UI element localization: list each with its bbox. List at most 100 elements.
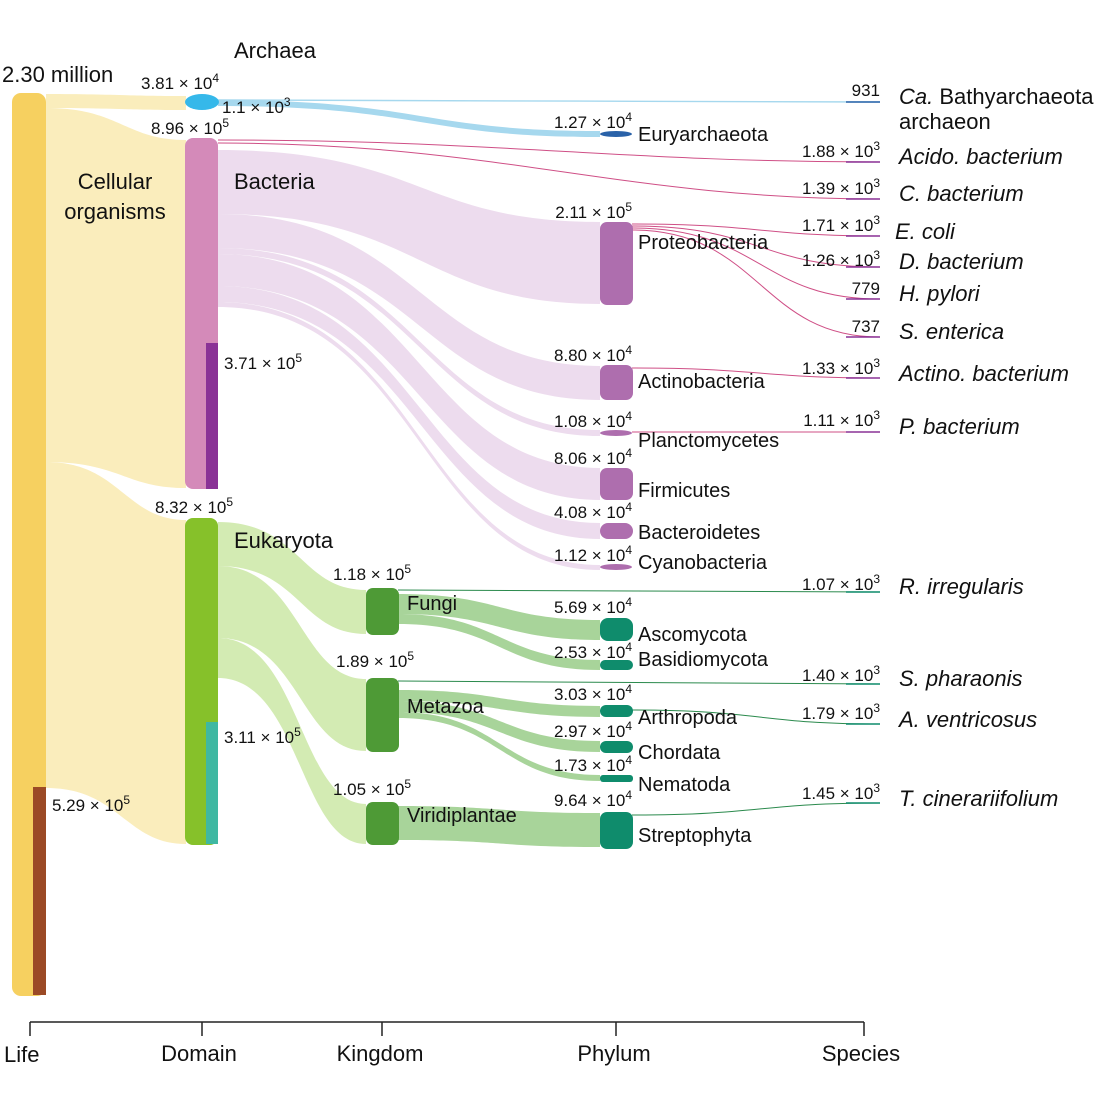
flow-eukaryota-fungi xyxy=(218,522,366,634)
senterica-label: S. enterica xyxy=(899,319,1004,344)
tcinerariifolium-value: 1.45 × 103 xyxy=(802,781,880,803)
node-eukaryota-subset xyxy=(206,722,218,844)
flow-streptophyta-tcinerariifolium xyxy=(631,802,881,816)
flow-proteobacteria-hpylori xyxy=(631,227,881,300)
flow-metazoa-chordata xyxy=(398,701,600,752)
flow-bacteria-firmicutes xyxy=(218,254,600,500)
node-bacteroidetes xyxy=(600,523,633,539)
archaea-sub-value: 1.1 × 103 xyxy=(222,95,291,117)
node-nematoda xyxy=(600,775,633,782)
flow-eukaryota-metazoa xyxy=(218,566,366,751)
bacteroidetes-label: Bacteroidetes xyxy=(638,522,760,544)
axis-label-phylum: Phylum xyxy=(577,1041,650,1066)
hpylori-label: H. pylori xyxy=(899,281,981,306)
flow-arthropoda-aventricosus xyxy=(631,709,881,725)
archaea-label: Archaea xyxy=(234,38,317,63)
streptophyta-value: 9.64 × 104 xyxy=(554,788,632,810)
bathyarchaeota-label-line2: archaeon xyxy=(899,109,991,134)
rank-axis: Life Domain Kingdom Phylum Species xyxy=(4,1021,900,1067)
chordata-value: 2.97 × 104 xyxy=(554,719,632,741)
node-arthropoda xyxy=(600,705,633,717)
bacteria-value: 8.96 × 105 xyxy=(151,116,229,138)
firmicutes-value: 8.06 × 104 xyxy=(554,446,632,468)
flow-bacteria-proteobacteria xyxy=(218,150,600,304)
flow-metazoa-nematoda xyxy=(398,712,600,781)
fungi-label: Fungi xyxy=(407,593,457,615)
bacteroidetes-value: 4.08 × 104 xyxy=(554,500,632,522)
acido-label: Acido. bacterium xyxy=(897,144,1063,169)
node-ascomycota xyxy=(600,618,633,641)
planctomycetes-value: 1.08 × 104 xyxy=(554,409,632,431)
flow-archaea-bathyarchaeota-species xyxy=(217,99,881,103)
axis-label-species: Species xyxy=(822,1041,900,1066)
ecoli-value: 1.71 × 103 xyxy=(802,213,880,235)
species-marks xyxy=(846,101,880,804)
flow-fungi-ascomycota xyxy=(398,594,600,640)
life-total-label: 2.30 million xyxy=(2,62,113,87)
senterica-value: 737 xyxy=(852,317,880,336)
flow-life-archaea xyxy=(46,94,186,110)
nodes xyxy=(12,93,633,996)
proteobacteria-label: Proteobacteria xyxy=(638,232,769,254)
flow-actinobacteria-species xyxy=(631,367,881,379)
node-viridiplantae xyxy=(366,802,399,845)
node-basidiomycota xyxy=(600,660,633,670)
ecoli-label: E. coli xyxy=(895,219,956,244)
flow-eukaryota-viridiplantae xyxy=(218,638,366,844)
eukaryota-value: 8.32 × 105 xyxy=(155,495,233,517)
flow-proteobacteria-senterica xyxy=(631,229,881,338)
labels: 2.30 million Cellular organisms 5.29 × 1… xyxy=(2,38,1094,847)
basidiomycota-value: 2.53 × 104 xyxy=(554,640,632,662)
proteobacteria-value: 2.11 × 105 xyxy=(555,200,632,222)
dbact-label: D. bacterium xyxy=(899,249,1024,274)
flow-metazoa-spharaonis xyxy=(397,680,881,685)
arthropoda-value: 3.03 × 104 xyxy=(554,682,632,704)
axis-label-life: Life xyxy=(4,1042,39,1067)
node-actinobacteria xyxy=(600,365,633,400)
node-fungi xyxy=(366,588,399,635)
life-group-label-line1: Cellular xyxy=(78,169,153,194)
flow-metazoa-arthropoda xyxy=(398,690,600,717)
axis-label-domain: Domain xyxy=(161,1041,237,1066)
ascomycota-value: 5.69 × 104 xyxy=(554,595,632,617)
actino-value: 1.33 × 103 xyxy=(802,356,880,378)
actino-label: Actino. bacterium xyxy=(897,361,1069,386)
planctomycetes-label: Planctomycetes xyxy=(638,430,779,452)
node-metazoa xyxy=(366,678,399,752)
spharaonis-label: S. pharaonis xyxy=(899,666,1023,691)
firmicutes-label: Firmicutes xyxy=(638,480,730,502)
flow-bacteria-actinobacteria xyxy=(218,214,600,400)
hpylori-value: 779 xyxy=(852,279,880,298)
metazoa-value: 1.89 × 105 xyxy=(336,649,414,671)
ascomycota-label: Ascomycota xyxy=(638,624,748,646)
euryarchaeota-label: Euryarchaeota xyxy=(638,124,769,146)
flow-life-eukaryota xyxy=(46,462,186,844)
actinobacteria-label: Actinobacteria xyxy=(638,371,766,393)
metazoa-label: Metazoa xyxy=(407,696,485,718)
aventricosus-label: A. ventricosus xyxy=(897,707,1037,732)
viridiplantae-label: Viridiplantae xyxy=(407,805,517,827)
fungi-value: 1.18 × 105 xyxy=(333,562,411,584)
rirregularis-label: R. irregularis xyxy=(899,574,1024,599)
flow-fungi-rirregularis xyxy=(397,589,881,593)
actinobacteria-value: 8.80 × 104 xyxy=(554,343,632,365)
life-group-label-line2: organisms xyxy=(64,199,165,224)
cbact-value: 1.39 × 103 xyxy=(802,176,880,198)
node-firmicutes xyxy=(600,468,633,500)
acido-value: 1.88 × 103 xyxy=(802,139,880,161)
bacteria-label: Bacteria xyxy=(234,169,315,194)
node-life xyxy=(12,93,46,996)
cbact-label: C. bacterium xyxy=(899,181,1024,206)
flow-archaea-euryarchaeota xyxy=(218,100,600,137)
cyanobacteria-value: 1.12 × 104 xyxy=(554,543,632,565)
node-planctomycetes xyxy=(600,430,632,436)
rirregularis-value: 1.07 × 103 xyxy=(802,572,880,594)
basidiomycota-label: Basidiomycota xyxy=(638,649,769,671)
dbact-value: 1.26 × 103 xyxy=(802,248,880,270)
aventricosus-value: 1.79 × 103 xyxy=(802,701,880,723)
spharaonis-value: 1.40 × 103 xyxy=(802,663,880,685)
flow-bacteria-bacteroidetes xyxy=(218,286,600,539)
nematoda-value: 1.73 × 104 xyxy=(554,753,632,775)
flow-bacteria-acido-species xyxy=(217,139,881,163)
